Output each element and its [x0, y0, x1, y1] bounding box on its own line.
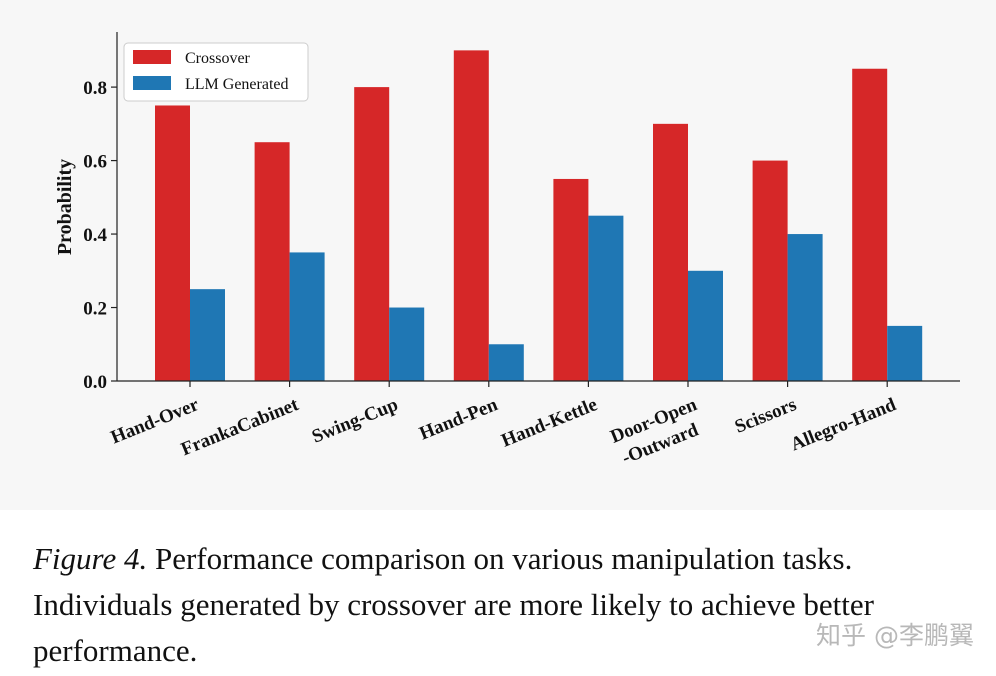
- bar-crossover-4: [553, 178, 589, 381]
- x-tick-label-line: Hand-Pen: [416, 394, 501, 444]
- y-tick-label-1: 0.2: [83, 299, 107, 320]
- figure-caption: Figure 4. Performance comparison on vari…: [33, 536, 993, 674]
- watermark: 知乎 @李鹏翼: [816, 621, 974, 650]
- bar-crossover-6: [752, 160, 788, 381]
- bar-llm-generated-5: [688, 270, 723, 381]
- bar-llm-generated-2: [389, 307, 425, 381]
- y-tick-label-0: 0.0: [83, 372, 107, 393]
- chart-panel: 0.0 0.2 0.4 0.6 0.8 Probability Hand-Over Frank…: [54, 32, 960, 470]
- y-tick-label-2: 0.4: [83, 225, 107, 246]
- legend-swatch-0: [133, 50, 171, 64]
- bar-crossover-3: [453, 50, 489, 382]
- x-tick-label-3: Hand-Pen: [416, 394, 501, 444]
- x-tick-label-line: Scissors: [732, 394, 800, 438]
- caption-figure-label: Figure 4.: [33, 541, 148, 576]
- bar-llm-generated-7: [887, 325, 923, 381]
- bar-llm-generated-3: [488, 344, 524, 381]
- y-axis-title: Probability: [54, 159, 76, 255]
- bar-crossover-2: [354, 87, 390, 382]
- legend-label-1: LLM Generated: [185, 76, 289, 93]
- bar-chart: 0.00.20.40.60.8ProbabilityHand-OverFrank…: [54, 32, 960, 470]
- x-tick-label-7: Allegro-Hand: [788, 394, 900, 455]
- x-tick-label-line: Allegro-Hand: [788, 394, 900, 455]
- x-tick-label-6: Scissors: [732, 394, 800, 438]
- bar-crossover-1: [254, 142, 290, 381]
- bar-llm-generated-0: [190, 289, 225, 381]
- x-tick-label-5: Door-Open-Outward: [608, 394, 710, 470]
- bar-llm-generated-4: [588, 215, 624, 381]
- x-tick-label-line: Swing-Cup: [309, 394, 401, 447]
- caption-text: Performance comparison on various manipu…: [33, 541, 874, 668]
- x-tick-label-line: Hand-Kettle: [498, 394, 600, 451]
- bar-crossover-7: [852, 68, 888, 381]
- legend-label-0: Crossover: [185, 50, 251, 67]
- y-tick-label-4: 0.8: [83, 78, 107, 99]
- bar-llm-generated-6: [787, 234, 823, 381]
- bar-crossover-0: [155, 105, 190, 381]
- bar-crossover-5: [653, 123, 688, 381]
- x-tick-label-4: Hand-Kettle: [498, 394, 600, 451]
- x-tick-label-2: Swing-Cup: [309, 394, 401, 447]
- bar-llm-generated-1: [289, 252, 325, 381]
- legend-swatch-1: [133, 76, 171, 90]
- y-tick-label-3: 0.6: [83, 152, 107, 173]
